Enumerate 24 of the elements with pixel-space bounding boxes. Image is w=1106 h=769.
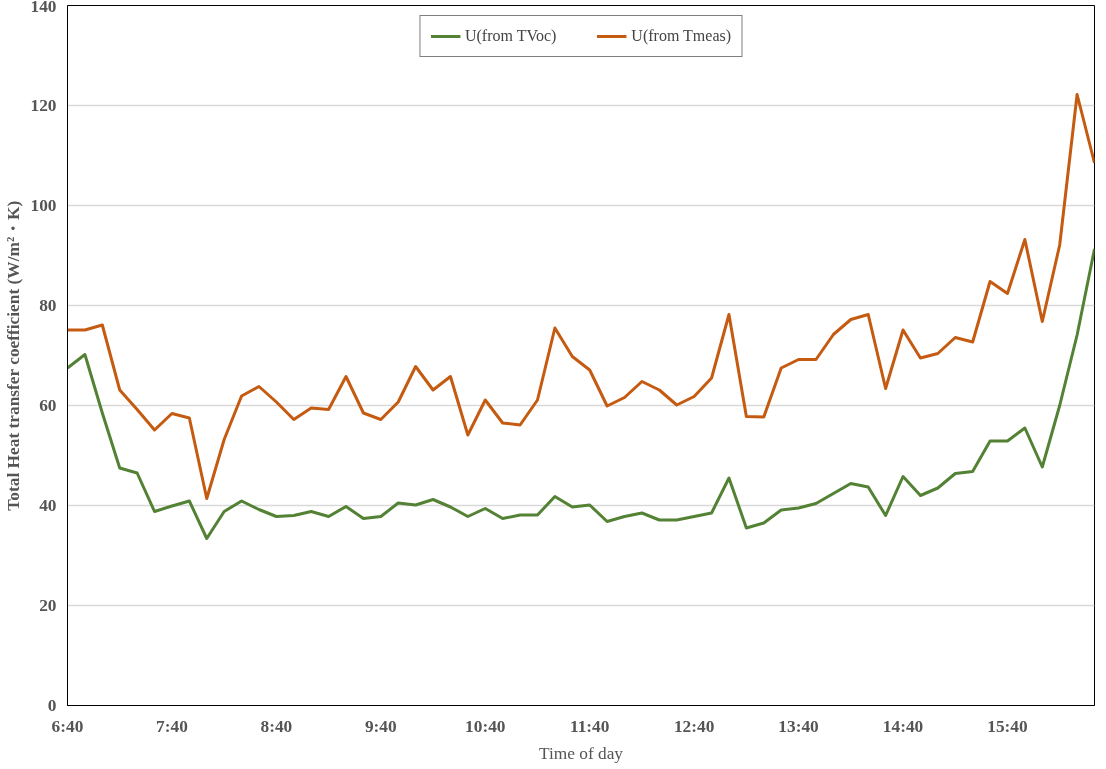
- x-tick-label: 7:40: [156, 716, 188, 736]
- legend-label: U(from TVoc): [464, 27, 557, 45]
- y-axis-title: Total Heat transfer coefficient (W/m²・K): [3, 200, 23, 511]
- y-tick-label: 40: [39, 496, 57, 515]
- legend-label: U(from Tmeas): [631, 27, 732, 45]
- y-tick-label: 60: [39, 396, 57, 415]
- x-tick-label: 13:40: [778, 716, 819, 736]
- line-series: [67, 247, 1095, 540]
- x-tick-label: 10:40: [465, 716, 506, 736]
- x-tick-label: 11:40: [569, 716, 610, 736]
- y-tick-label: 20: [39, 596, 57, 615]
- x-tick-label: 14:40: [882, 716, 924, 736]
- line-series: [67, 93, 1095, 500]
- x-tick-label: 9:40: [364, 716, 397, 736]
- y-tick-label: 100: [30, 196, 57, 215]
- x-axis-title: Time of day: [538, 743, 624, 763]
- x-tick-label: 8:40: [260, 716, 293, 736]
- y-tick-label: 0: [47, 696, 57, 715]
- y-tick-label: 120: [30, 96, 57, 115]
- x-tick-label: 15:40: [987, 716, 1028, 736]
- y-tick-label: 140: [30, 0, 57, 16]
- x-tick-label: 12:40: [673, 716, 715, 736]
- y-tick-label: 80: [39, 296, 57, 315]
- x-tick-label: 6:40: [51, 716, 84, 736]
